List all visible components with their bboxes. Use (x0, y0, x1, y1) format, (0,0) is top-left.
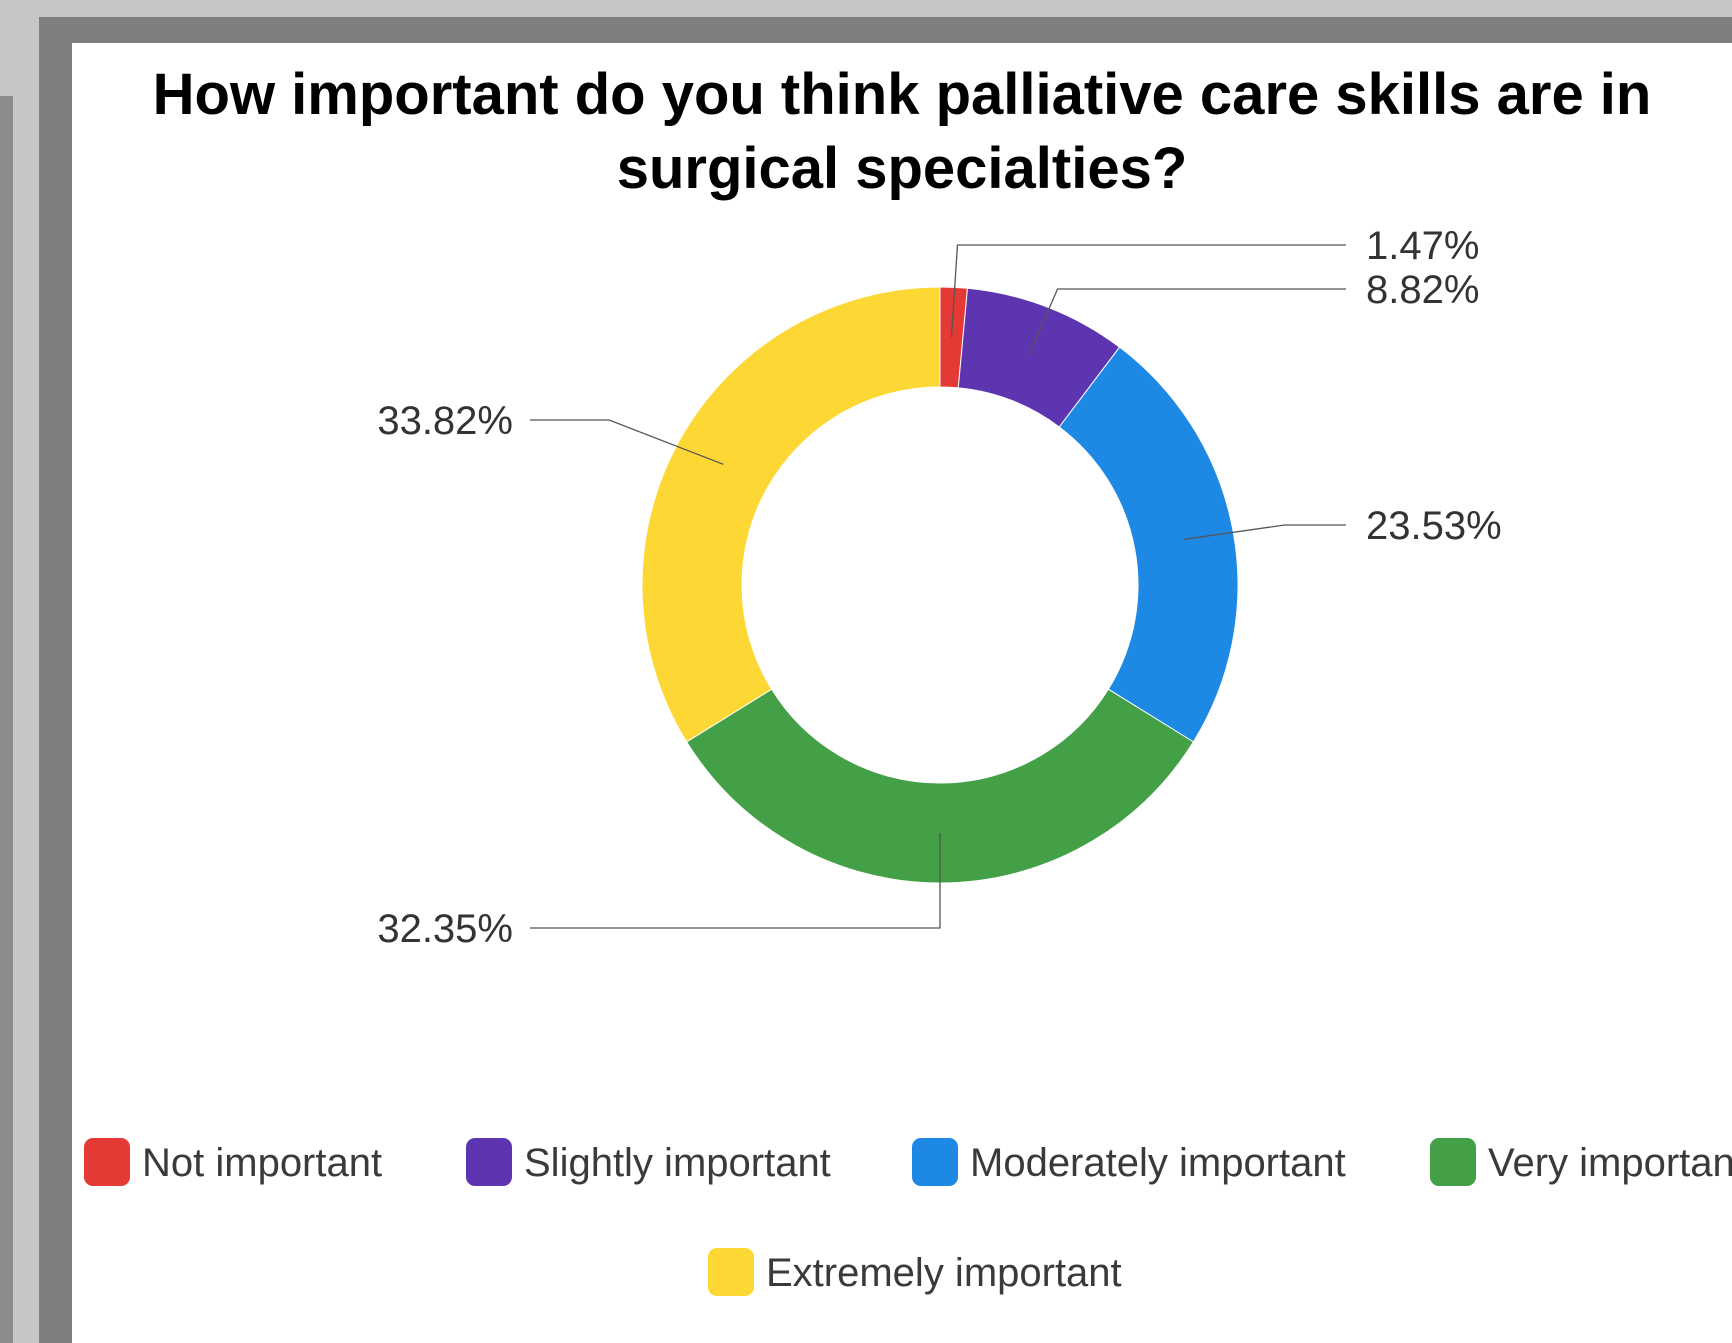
data-labels: 1.47%8.82% 23.53% 32.35% 33.82% (377, 224, 1501, 951)
legend-item: Moderately important (912, 1138, 1346, 1186)
donut-slice-extremely-important (641, 286, 941, 743)
legend-label: Slightly important (524, 1141, 831, 1185)
legend-swatch (466, 1138, 512, 1186)
leader-line (530, 833, 941, 929)
leader-line (950, 244, 1346, 338)
leader-line (530, 419, 724, 465)
legend-swatch (912, 1138, 958, 1186)
legend-item: Very importan (1430, 1138, 1732, 1186)
leader-line (1183, 524, 1346, 541)
donut-slices (641, 286, 1239, 884)
legend-swatch (1430, 1138, 1476, 1186)
leader-line (1028, 288, 1346, 354)
data-label: 33.82% (377, 399, 513, 443)
chart-legend: Not important Slightly important Moderatel… (84, 1138, 1732, 1296)
legend-label: Extremely important (766, 1251, 1122, 1295)
chart-panel (72, 43, 1732, 1343)
chart-title: How important do you think palliative ca… (152, 62, 1652, 201)
left-frame-band (0, 96, 13, 1343)
legend-swatch (84, 1138, 130, 1186)
data-label: 32.35% (377, 907, 513, 951)
donut-slice-very-important (685, 688, 1195, 884)
label-leader-lines (530, 244, 1346, 929)
legend-swatch (708, 1248, 754, 1296)
legend-label: Moderately important (970, 1141, 1346, 1185)
legend-item: Not important (84, 1138, 382, 1186)
legend-item: Extremely important (708, 1248, 1122, 1296)
legend-item: Slightly important (466, 1138, 831, 1186)
legend-label: Not important (142, 1141, 382, 1185)
left-frame-light (13, 96, 39, 1343)
legend-label: Very importan (1488, 1141, 1732, 1185)
data-label: 23.53% (1366, 504, 1502, 548)
donut-slice-moderately-important (1058, 346, 1239, 743)
data-label: 1.47% (1366, 224, 1479, 268)
data-label: 8.82% (1366, 268, 1479, 312)
